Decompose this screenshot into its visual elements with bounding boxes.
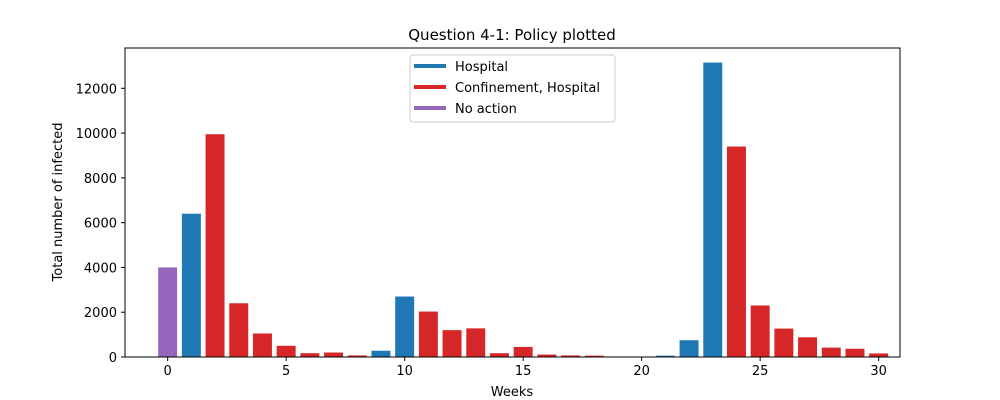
bar-week-16 [537,354,557,357]
y-tick-label: 10000 [76,127,117,142]
y-tick-label: 4000 [84,261,117,276]
y-tick-label: 2000 [84,306,117,321]
y-tick-label: 8000 [84,172,117,187]
x-axis-label: Weeks [491,385,534,400]
bar-week-13 [466,328,486,357]
bar-week-17 [561,355,581,357]
x-tick-label: 20 [633,364,650,379]
bar-week-24 [726,146,746,357]
bar-week-11 [418,311,438,357]
bar-week-30 [869,353,889,357]
y-tick-label: 12000 [76,82,117,97]
legend-label: No action [455,102,517,117]
y-axis-label: Total number of infected [51,123,66,283]
x-tick-label: 5 [282,364,290,379]
x-tick-label: 30 [870,364,887,379]
legend-label: Confinement, Hospital [455,81,600,96]
bar-week-28 [821,347,841,357]
plot-frame [124,47,901,358]
bar-week-9 [371,350,391,357]
bar-week-21 [655,355,675,357]
bar-week-4 [252,333,272,357]
bar-week-26 [774,328,794,357]
bar-week-29 [845,348,865,357]
bar-week-1 [181,213,201,357]
legend-label: Hospital [455,60,508,75]
x-tick-label: 0 [164,364,172,379]
bar-week-14 [489,353,509,357]
bar-week-0 [158,267,178,357]
y-axis: 0 2000 4000 6000 8000 10000 12000 [76,82,125,366]
y-tick-label: 6000 [84,217,117,232]
x-axis: 0 5 10 15 20 25 30 [164,357,887,379]
bar-week-5 [276,345,296,357]
bar-week-8 [347,355,367,357]
legend-box [409,54,616,123]
bar-week-6 [300,353,320,357]
legend: Hospital Confinement, Hospital No action [409,54,616,123]
bar-week-23 [703,62,723,358]
bar-week-22 [679,340,699,357]
bar-week-25 [750,305,770,357]
x-tick-label: 10 [396,364,413,379]
x-tick-label: 25 [752,364,769,379]
bars-group [158,62,889,358]
y-tick-label: 0 [109,351,117,366]
bar-week-18 [584,355,604,357]
bar-week-7 [324,352,344,357]
chart-title: Question 4-1: Policy plotted [408,26,615,44]
bar-week-15 [513,346,533,357]
bar-week-10 [395,296,415,357]
bar-week-12 [442,330,462,357]
bar-week-27 [798,337,818,357]
bar-week-2 [205,134,225,357]
bar-week-3 [229,303,249,357]
x-tick-label: 15 [515,364,532,379]
